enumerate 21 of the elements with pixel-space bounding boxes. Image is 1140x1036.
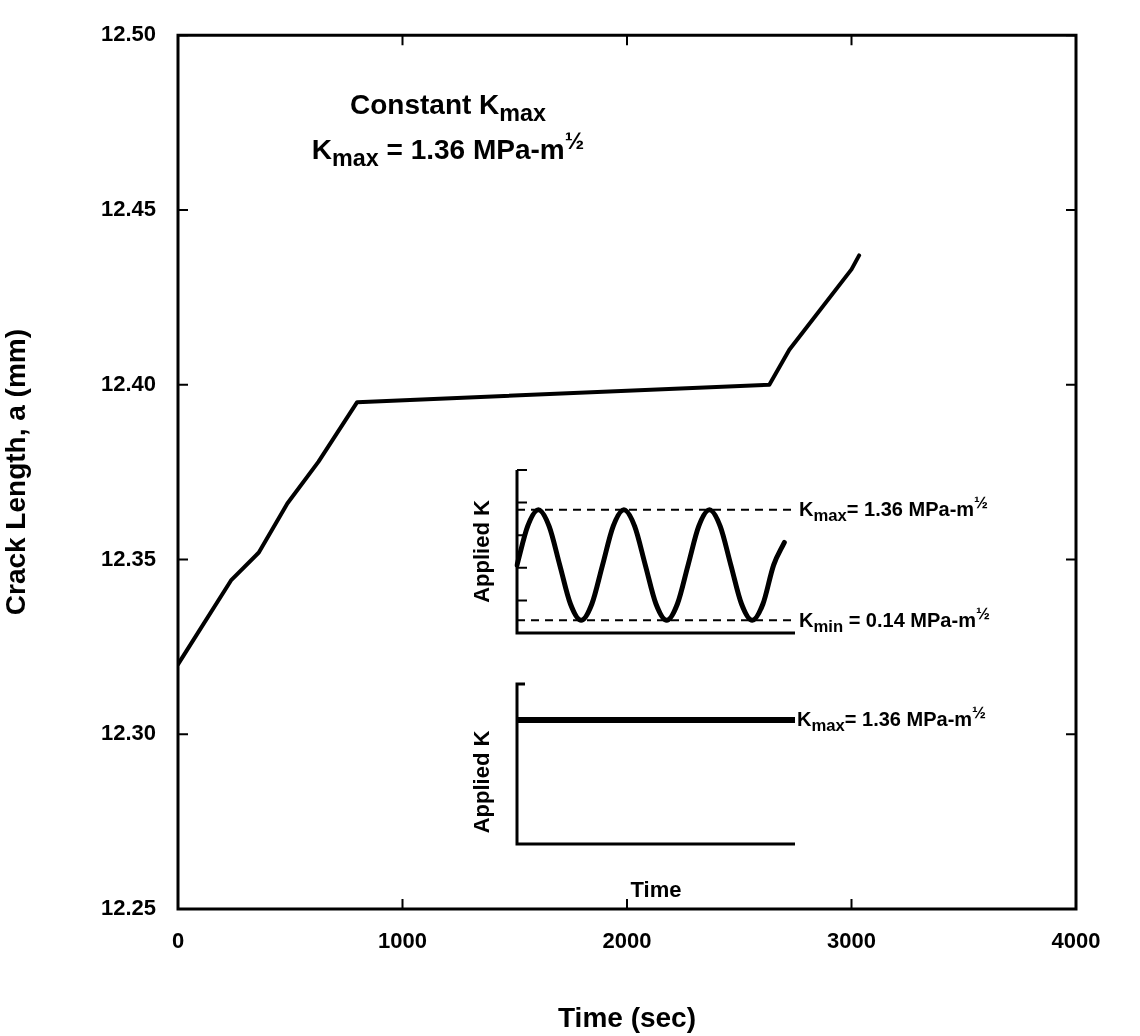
y-tick-label: 12.25: [100, 895, 156, 921]
y-tick-label: 12.45: [100, 196, 156, 222]
annotation: K$_{max}$= 1.36 MPa-m$^{½}$: [797, 703, 986, 735]
annotation: K$_{max}$ = 1.36 MPa-m$^{½}$: [311, 127, 585, 171]
y-tick-label: 12.35: [100, 545, 156, 571]
ref-line-label: K$_{max}$= 1.36 MPa-m$^{½}$: [799, 493, 988, 525]
ref-line-label: K$_{min}$ = 0.14 MPa-m$^{½}$: [799, 603, 990, 636]
text: Time: [630, 876, 682, 902]
x-tick-label: 1000: [378, 928, 427, 954]
text: Applied K: [469, 730, 495, 834]
y-tick-label: 12.40: [100, 370, 156, 396]
y-tick-label: 12.30: [100, 720, 156, 746]
y-axis-title: Applied K: [469, 500, 495, 603]
x-tick-label: 4000: [1051, 928, 1101, 954]
y-axis-title: Crack Length, a (mm): [0, 328, 31, 616]
annotation: Constant K$_{max}$: [349, 89, 547, 126]
x-axis-title: Time (sec): [558, 1001, 696, 1033]
x-tick-label: 2000: [602, 928, 652, 954]
y-tick-label: 12.50: [100, 21, 156, 47]
x-tick-label: 0: [171, 928, 185, 954]
x-tick-label: 3000: [827, 928, 876, 954]
